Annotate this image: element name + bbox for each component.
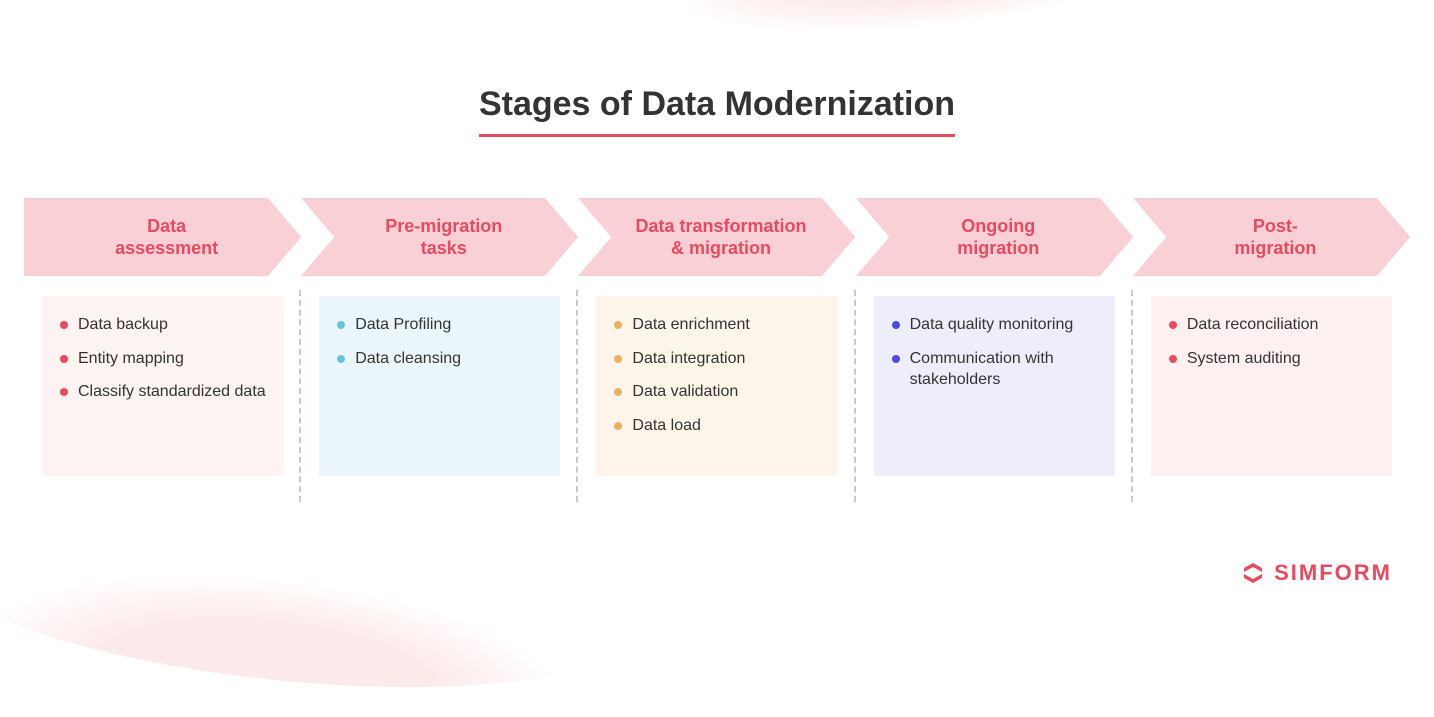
- stage-chevron: Data transformation& migration: [578, 198, 855, 276]
- stage-column: Data reconciliation System auditing: [1133, 296, 1410, 496]
- stage-chevron: Post-migration: [1133, 198, 1410, 276]
- stage-item: Data Profiling: [333, 314, 546, 336]
- stage-item: Entity mapping: [56, 348, 269, 370]
- stage-chevron: Pre-migrationtasks: [301, 198, 578, 276]
- stage-item: Classify standardized data: [56, 381, 269, 403]
- stage-item: Communication with stakeholders: [888, 348, 1101, 391]
- brand-logo-text: SIMFORM: [1274, 560, 1392, 586]
- stage-item: Data load: [610, 415, 823, 437]
- stage-item: Data reconciliation: [1165, 314, 1378, 336]
- stage-chevron-row: Dataassessment Pre-migrationtasks Data t…: [24, 198, 1410, 276]
- brand-logo-icon: [1240, 560, 1266, 586]
- stage-item: Data quality monitoring: [888, 314, 1101, 336]
- stage-card: Data quality monitoring Communication wit…: [874, 296, 1115, 476]
- stage-item: System auditing: [1165, 348, 1378, 370]
- stage-column: Data quality monitoring Communication wit…: [856, 296, 1133, 496]
- stage-columns: Data backup Entity mapping Classify standa…: [24, 296, 1410, 496]
- stage-chevron: Ongoingmigration: [856, 198, 1133, 276]
- brand-logo: SIMFORM: [1240, 560, 1392, 586]
- stage-item-list: Data enrichment Data integration Data vali…: [610, 314, 823, 436]
- stage-item: Data validation: [610, 381, 823, 403]
- stage-item: Data enrichment: [610, 314, 823, 336]
- stage-column: Data backup Entity mapping Classify standa…: [24, 296, 301, 496]
- stage-label: Dataassessment: [81, 215, 244, 260]
- stage-label: Post-migration: [1200, 215, 1342, 260]
- stage-item-list: Data backup Entity mapping Classify standa…: [56, 314, 269, 403]
- stage-column: Data enrichment Data integration Data vali…: [578, 296, 855, 496]
- stage-card: Data backup Entity mapping Classify standa…: [42, 296, 283, 476]
- background-swoosh-bottom: [0, 463, 647, 717]
- stage-label: Ongoingmigration: [923, 215, 1065, 260]
- stage-label: Pre-migrationtasks: [351, 215, 528, 260]
- stage-item: Data backup: [56, 314, 269, 336]
- title-container: Stages of Data Modernization: [0, 85, 1434, 137]
- stage-item-list: Data reconciliation System auditing: [1165, 314, 1378, 369]
- page-title: Stages of Data Modernization: [479, 85, 955, 137]
- stage-chevron: Dataassessment: [24, 198, 301, 276]
- stage-card: Data enrichment Data integration Data vali…: [596, 296, 837, 476]
- stage-column: Data Profiling Data cleansing: [301, 296, 578, 496]
- stage-card: Data reconciliation System auditing: [1151, 296, 1392, 476]
- stage-card: Data Profiling Data cleansing: [319, 296, 560, 476]
- stage-item: Data integration: [610, 348, 823, 370]
- stage-label: Data transformation& migration: [601, 215, 832, 260]
- stage-item-list: Data Profiling Data cleansing: [333, 314, 546, 369]
- stage-item: Data cleansing: [333, 348, 546, 370]
- stage-item-list: Data quality monitoring Communication wit…: [888, 314, 1101, 391]
